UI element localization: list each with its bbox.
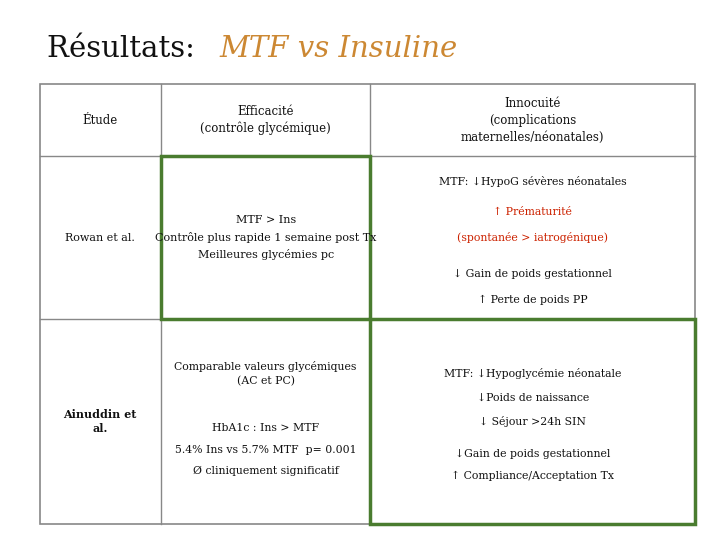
Text: MTF: ↓HypoG sévères néonatales: MTF: ↓HypoG sévères néonatales bbox=[438, 176, 626, 187]
Text: MTF > Ins
Contrôle plus rapide 1 semaine post Tx
Meilleures glycémies pc: MTF > Ins Contrôle plus rapide 1 semaine… bbox=[155, 215, 377, 260]
Text: ↑ Prématurité: ↑ Prématurité bbox=[493, 207, 572, 218]
Text: (spontanée > iatrogénique): (spontanée > iatrogénique) bbox=[457, 232, 608, 243]
Text: Ø cliniquement significatif: Ø cliniquement significatif bbox=[193, 466, 338, 476]
Text: ↓Poids de naissance: ↓Poids de naissance bbox=[477, 393, 589, 403]
Text: ↑ Perte de poids PP: ↑ Perte de poids PP bbox=[478, 294, 588, 305]
Text: Rowan et al.: Rowan et al. bbox=[66, 233, 135, 243]
Text: Efficacité
(contrôle glycémique): Efficacité (contrôle glycémique) bbox=[200, 105, 331, 136]
Text: Étude: Étude bbox=[83, 113, 118, 126]
Text: MTF vs Insuline: MTF vs Insuline bbox=[220, 35, 458, 63]
Text: ↓Gain de poids gestationnel: ↓Gain de poids gestationnel bbox=[455, 449, 611, 459]
Text: Comparable valeurs glycémiques
(AC et PC): Comparable valeurs glycémiques (AC et PC… bbox=[174, 361, 357, 387]
Text: Innocuité
(complications
maternelles/néonatales): Innocuité (complications maternelles/néo… bbox=[461, 97, 604, 144]
Text: ↑ Compliance/Acceptation Tx: ↑ Compliance/Acceptation Tx bbox=[451, 470, 614, 481]
Text: HbA1c : Ins > MTF: HbA1c : Ins > MTF bbox=[212, 423, 319, 433]
Text: MTF: ↓Hypoglycémie néonatale: MTF: ↓Hypoglycémie néonatale bbox=[444, 368, 621, 380]
Text: ↓ Séjour >24h SIN: ↓ Séjour >24h SIN bbox=[480, 416, 586, 427]
Text: Ainuddin et
al.: Ainuddin et al. bbox=[63, 409, 137, 434]
Text: ↓ Gain de poids gestationnel: ↓ Gain de poids gestationnel bbox=[453, 269, 612, 279]
Text: 5.4% Ins vs 5.7% MTF  p= 0.001: 5.4% Ins vs 5.7% MTF p= 0.001 bbox=[175, 444, 356, 455]
Text: Résultats:: Résultats: bbox=[47, 35, 204, 63]
